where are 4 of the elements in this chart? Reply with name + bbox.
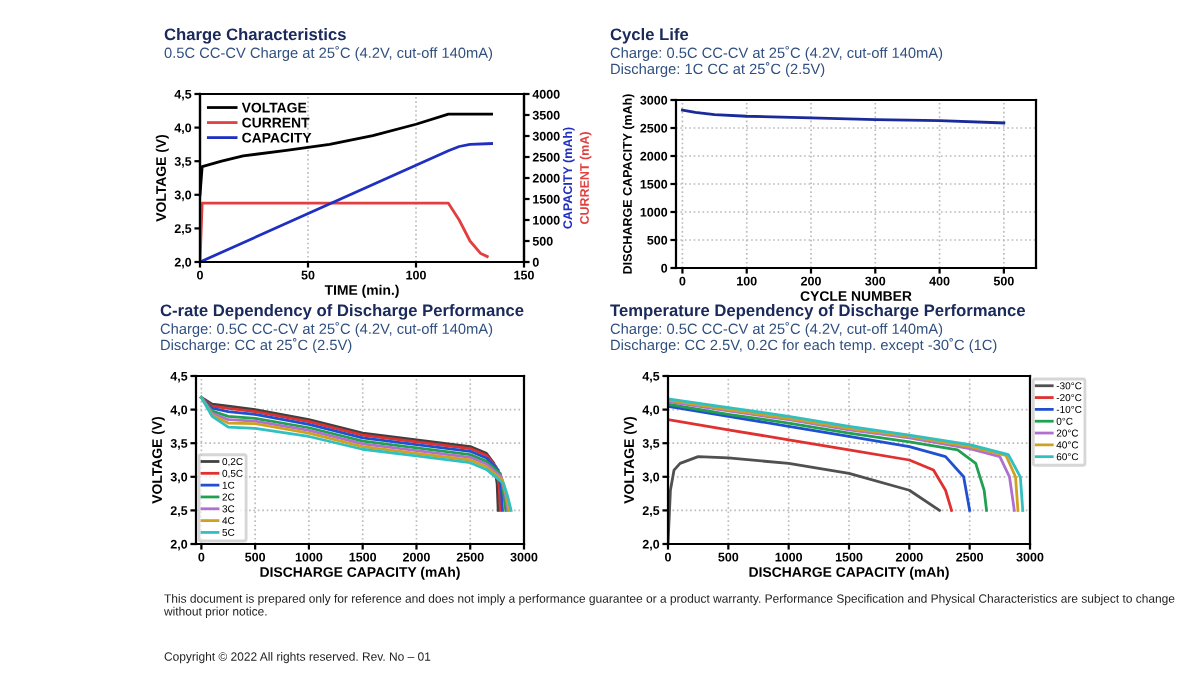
chart-title: Temperature Dependency of Discharge Performance <box>610 304 1026 320</box>
chart-title: C-rate Dependency of Discharge Performance <box>160 304 524 320</box>
chart-title: Charge Characteristics <box>164 28 346 44</box>
chart-title: Cycle Life <box>610 28 689 44</box>
